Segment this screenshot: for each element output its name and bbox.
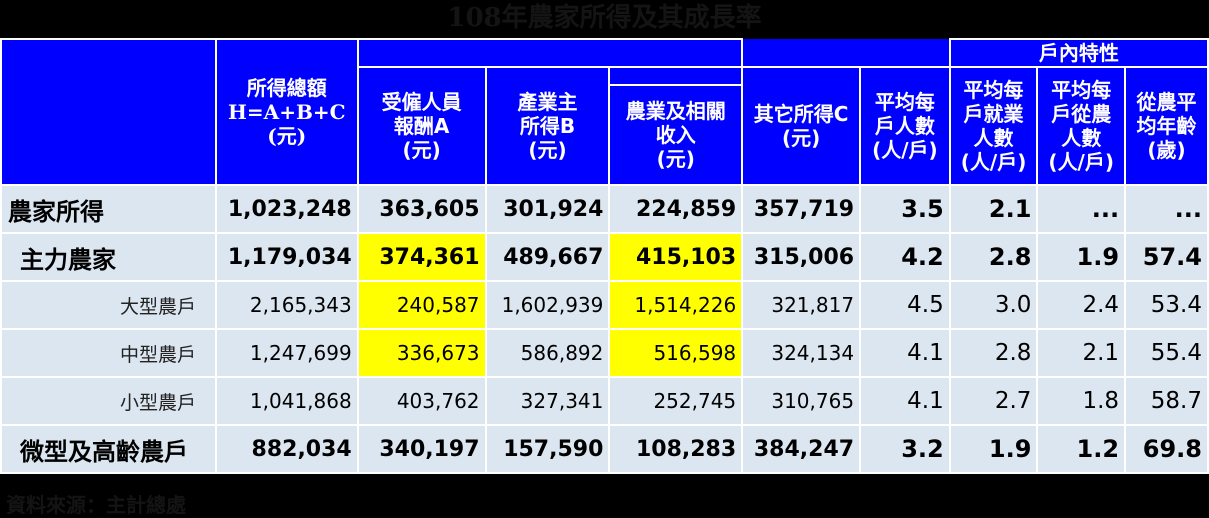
table-cell: 327,341 [484, 376, 611, 426]
table-cell: 315,006 [741, 232, 862, 282]
table-cell: 4.1 [859, 328, 951, 378]
header-entrepreneur-income: 產業主 所得B (元) [484, 66, 611, 186]
table-cell: 2.4 [1036, 280, 1127, 330]
table-cell: 1.9 [1036, 232, 1127, 282]
header-total-income: 所得總額 H=A+B+C (元) [214, 38, 359, 186]
table-row: 主力農家 1,179,034 374,361 489,667 415,103 315,00… [0, 232, 1209, 282]
table-cell: 2,165,343 [214, 280, 359, 330]
table-cell: 157,590 [484, 424, 611, 474]
table-cell: 55.4 [1124, 328, 1209, 378]
row-label: 主力農家 [0, 232, 217, 282]
header-employee-pay: 受僱人員 報酬A (元) [356, 66, 487, 186]
source-note: 資料來源：主計總處 [6, 493, 186, 517]
table-cell: 1.9 [948, 424, 1039, 474]
table-cell: 58.7 [1124, 376, 1209, 426]
table-cell: 3.0 [948, 280, 1039, 330]
table-row: 小型農戶 1,041,868 403,762 327,341 252,745 310,76… [0, 376, 1209, 426]
table-cell: 310,765 [741, 376, 862, 426]
table-cell: 384,247 [741, 424, 862, 474]
row-label: 大型農戶 [0, 280, 217, 330]
table-cell: 357,719 [741, 184, 862, 234]
table-cell: 586,892 [484, 328, 611, 378]
table-cell: 240,587 [356, 280, 487, 330]
table-cell: 1,179,034 [214, 232, 359, 282]
table-row: 農家所得 1,023,248 363,605 301,924 224,859 357,71… [0, 184, 1209, 234]
header-agri-income: 農業及相關 收入 (元) [608, 84, 744, 186]
row-label: 小型農戶 [0, 376, 217, 426]
table-cell: 2.1 [1036, 328, 1127, 378]
table-cell: 1,041,868 [214, 376, 359, 426]
table-cell: 415,103 [608, 232, 744, 282]
table-cell: 1.2 [1036, 424, 1127, 474]
row-label: 農家所得 [0, 184, 217, 234]
table-cell: 1.8 [1036, 376, 1127, 426]
table-cell: 2.8 [948, 328, 1039, 378]
header-other-income: 其它所得C (元) [741, 66, 862, 186]
table-cell: 1,023,248 [214, 184, 359, 234]
farm-income-table: 所得總額 H=A+B+C (元) 戶內特性 受僱人員 報酬A (元) 產業主 所… [0, 38, 1209, 474]
table-cell: 363,605 [356, 184, 487, 234]
header-agri-top [608, 66, 744, 85]
table-cell: 3.2 [859, 424, 951, 474]
table-cell: 321,817 [741, 280, 862, 330]
table-cell: 4.1 [859, 376, 951, 426]
table-cell: 340,197 [356, 424, 487, 474]
header-avg-farmer-age: 從農平 均年齡 (歲) [1124, 66, 1209, 186]
table-cell: 403,762 [356, 376, 487, 426]
table-cell: 4.2 [859, 232, 951, 282]
table-cell: 374,361 [356, 232, 487, 282]
table-cell: 2.1 [948, 184, 1039, 234]
table-cell: 57.4 [1124, 232, 1209, 282]
table-cell: 2.8 [948, 232, 1039, 282]
table-cell: 224,859 [608, 184, 744, 234]
table-cell: 108,283 [608, 424, 744, 474]
table-cell: ... [1124, 184, 1209, 234]
header-blank-cell [0, 38, 217, 186]
header-avg-farming: 平均每 戶從農 人數 (人/戶) [1036, 66, 1127, 186]
header-group-household: 戶內特性 [948, 38, 1209, 68]
table-cell: 2.7 [948, 376, 1039, 426]
header-spacer-2 [741, 39, 951, 68]
table-cell: 336,673 [356, 328, 487, 378]
header-avg-household-size: 平均每 戶人數 (人/戶) [859, 66, 951, 186]
table-cell: 1,602,939 [484, 280, 611, 330]
row-label: 微型及高齡農戶 [0, 424, 217, 474]
header-spacer [356, 38, 744, 68]
header-avg-employed: 平均每 戶就業 人數 (人/戶) [948, 66, 1039, 186]
table-cell: 4.5 [859, 280, 951, 330]
page-title: 108年農家所得及其成長率 [447, 3, 762, 33]
table-cell: 69.8 [1124, 424, 1209, 474]
table-cell: 53.4 [1124, 280, 1209, 330]
table-cell: 489,667 [484, 232, 611, 282]
table-cell: 1,247,699 [214, 328, 359, 378]
table-cell: ... [1036, 184, 1127, 234]
table-cell: 882,034 [214, 424, 359, 474]
table-cell: 1,514,226 [608, 280, 744, 330]
table-cell: 301,924 [484, 184, 611, 234]
table-row: 中型農戶 1,247,699 336,673 586,892 516,598 324,13… [0, 328, 1209, 378]
table-cell: 516,598 [608, 328, 744, 378]
table-row: 微型及高齡農戶 882,034 340,197 157,590 108,283 384,2… [0, 424, 1209, 474]
table-cell: 324,134 [741, 328, 862, 378]
table-row: 大型農戶 2,165,343 240,587 1,602,939 1,514,226 32… [0, 280, 1209, 330]
row-label: 中型農戶 [0, 328, 217, 378]
table-cell: 3.5 [859, 184, 951, 234]
table-cell: 252,745 [608, 376, 744, 426]
